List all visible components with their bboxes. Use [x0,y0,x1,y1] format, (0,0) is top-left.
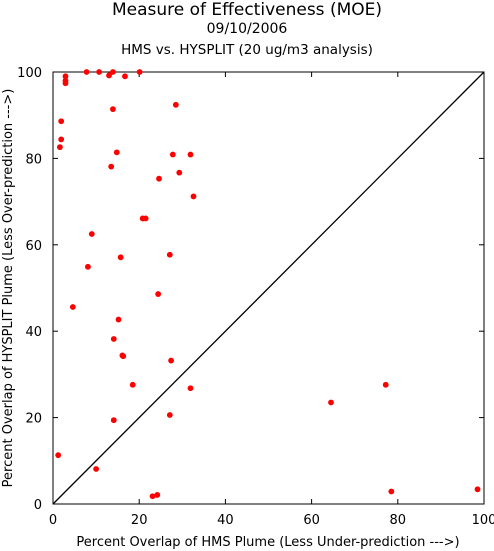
plot-area-frame [52,71,485,505]
data-point [187,151,194,158]
x-tick-label: 40 [217,513,234,528]
one-to-one-reference-line [52,71,485,505]
data-point [96,69,103,75]
y-axis-ticks: 0 20 40 60 80 100 [17,66,484,513]
data-point [172,101,179,108]
data-point [85,263,91,270]
data-point [55,452,62,459]
y-tick-label: 60 [25,239,42,254]
y-tick-label: 20 [25,412,42,427]
data-point [115,316,122,323]
chart-title: Measure of Effectiveness (MOE) [111,0,383,20]
data-point [122,73,128,80]
data-point [88,231,95,237]
data-point [56,144,63,151]
data-point [166,251,173,258]
x-axis-label: Percent Overlap of HMS Plume (Less Under… [76,535,459,550]
data-point [117,254,124,261]
data-point [149,493,156,500]
data-point [168,357,174,364]
x-tick-label: 0 [49,513,57,528]
data-point [328,399,334,406]
y-tick-label: 100 [17,66,42,81]
data-point [113,149,120,156]
chart-subtitle-comparison: HMS vs. HYSPLIT (20 ug/m3 analysis) [121,42,373,58]
data-point [154,492,161,498]
data-point [136,69,143,75]
data-point [108,163,115,170]
data-point [83,69,90,75]
data-point [187,385,194,392]
data-point [110,417,117,424]
data-points [55,69,481,500]
data-point [110,106,116,113]
data-point [106,72,112,79]
y-axis-label: Percent Overlap of HYSPLIT Plume (Less O… [1,89,16,488]
y-tick-label: 80 [25,152,42,167]
x-tick-label: 60 [303,513,320,528]
data-point [69,304,76,310]
x-tick-label: 100 [472,513,494,528]
data-point [62,73,69,80]
data-point [120,353,127,360]
data-point [176,169,183,176]
data-point [155,291,162,297]
data-point [388,488,395,495]
x-axis-ticks: 0 20 40 60 80 100 [49,72,494,528]
y-tick-label: 40 [25,325,42,340]
data-point [474,486,481,493]
data-point [58,136,65,143]
data-point [62,80,69,87]
data-point [166,412,173,418]
data-point [129,381,136,388]
data-point [110,69,116,75]
x-tick-label: 80 [390,513,407,528]
data-point [93,466,99,472]
data-point [58,118,65,125]
data-point [142,215,149,222]
chart-subtitle-date: 09/10/2006 [206,21,288,37]
data-point [382,381,389,388]
y-tick-label: 0 [34,498,42,513]
data-point [156,175,162,182]
data-point [190,193,197,200]
data-point [169,151,176,158]
x-tick-label: 20 [131,513,148,528]
data-point [110,336,117,342]
